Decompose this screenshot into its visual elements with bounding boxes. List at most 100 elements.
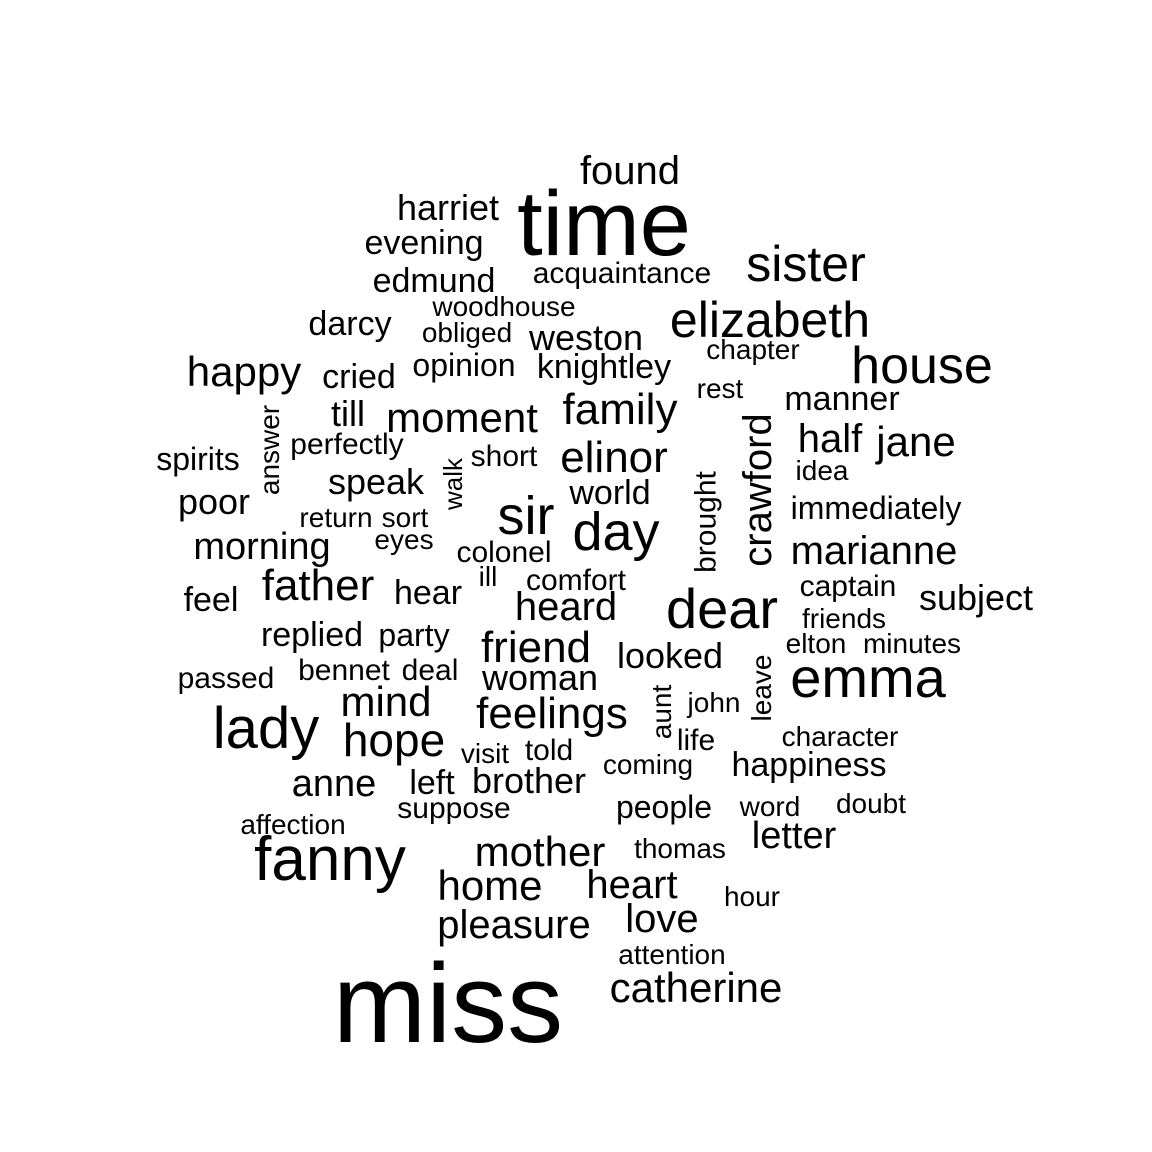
word-cried: cried [322,358,396,396]
word-till: till [331,393,365,434]
word-visit: visit [461,738,509,769]
word-mind: mind [340,678,431,725]
word-crawford: crawford [736,413,780,566]
word-character: character [782,721,899,752]
word-evening: evening [364,224,483,262]
word-feelings: feelings [476,689,628,738]
word-harriet: harriet [397,187,499,228]
word-home: home [437,862,542,909]
word-thomas: thomas [634,833,726,864]
word-edmund: edmund [373,262,496,300]
word-found: found [580,149,680,193]
word-weston: weston [528,317,643,358]
word-manner: manner [784,380,899,418]
word-lady: lady [213,696,319,761]
word-happy: happy [187,348,301,395]
word-happiness: happiness [731,746,886,784]
word-half: half [798,417,863,461]
word-comfort: comfort [526,564,627,597]
word-house: house [851,337,993,395]
word-party: party [378,617,449,653]
word-sir: sir [498,486,555,546]
word-darcy: darcy [308,305,391,343]
word-aunt: aunt [646,685,677,740]
word-poor: poor [178,481,250,522]
word-heart: heart [586,863,677,907]
word-life: life [677,724,715,757]
word-chapter: chapter [706,334,799,365]
word-acquaintance: acquaintance [533,257,711,290]
word-suppose: suppose [397,792,510,825]
word-sister: sister [746,236,865,292]
word-time: time [517,173,691,275]
word-brother: brother [472,760,586,801]
word-family: family [563,385,678,434]
word-minutes: minutes [863,628,961,659]
word-told: told [525,734,573,767]
word-emma: emma [790,646,946,709]
word-knightley: knightley [537,348,671,386]
word-eyes: eyes [374,524,433,555]
word-answer: answer [254,405,285,495]
word-dear: dear [666,577,778,640]
word-morning: morning [193,526,330,568]
word-bennet: bennet [298,654,390,687]
word-letter: letter [752,815,837,857]
word-ill: ill [479,561,498,592]
word-friend: friend [481,623,591,672]
word-sort: sort [382,502,429,533]
word-feel: feel [184,581,239,619]
word-replied: replied [261,616,363,654]
word-hope: hope [343,714,445,766]
word-elizabeth: elizabeth [670,292,870,348]
word-opinion: opinion [412,347,515,383]
word-john: john [687,687,741,718]
word-looked: looked [617,635,723,676]
word-hour: hour [724,881,780,912]
word-moment: moment [386,394,538,441]
word-attention: attention [618,939,725,970]
word-doubt: doubt [836,788,906,819]
word-elinor: elinor [560,433,668,482]
word-walk: walk [438,457,468,511]
word-elton: elton [786,628,847,659]
word-word: word [739,791,801,822]
word-leave: leave [746,655,777,722]
word-subject: subject [919,577,1033,618]
word-heard: heard [515,585,617,629]
word-rest: rest [697,373,744,404]
word-left: left [409,764,455,802]
word-day: day [572,502,659,562]
word-affection: affection [240,809,345,840]
word-short: short [471,440,538,473]
word-perfectly: perfectly [290,428,403,461]
word-passed: passed [178,662,275,695]
word-catherine: catherine [610,964,783,1011]
word-mother: mother [475,828,606,875]
word-obliged: obliged [422,317,512,348]
word-captain: captain [800,570,897,603]
word-father: father [262,561,375,610]
word-spirits: spirits [156,441,240,477]
word-anne: anne [292,763,377,805]
word-woman: woman [481,657,598,698]
word-coming: coming [603,749,693,780]
word-love: love [625,897,698,941]
word-pleasure: pleasure [437,903,590,947]
word-hear: hear [394,574,462,612]
word-friends: friends [802,603,886,634]
word-woodhouse: woodhouse [431,291,575,322]
word-return: return [299,502,372,533]
word-deal: deal [402,654,459,687]
word-people: people [616,789,712,825]
word-idea: idea [796,455,849,486]
word-colonel: colonel [456,536,551,569]
word-brought: brought [690,470,723,572]
word-world: world [568,474,650,512]
word-miss: miss [333,941,563,1066]
word-fanny: fanny [254,825,406,894]
word-speak: speak [328,461,425,502]
word-jane: jane [874,418,955,465]
word-immediately: immediately [791,490,962,526]
